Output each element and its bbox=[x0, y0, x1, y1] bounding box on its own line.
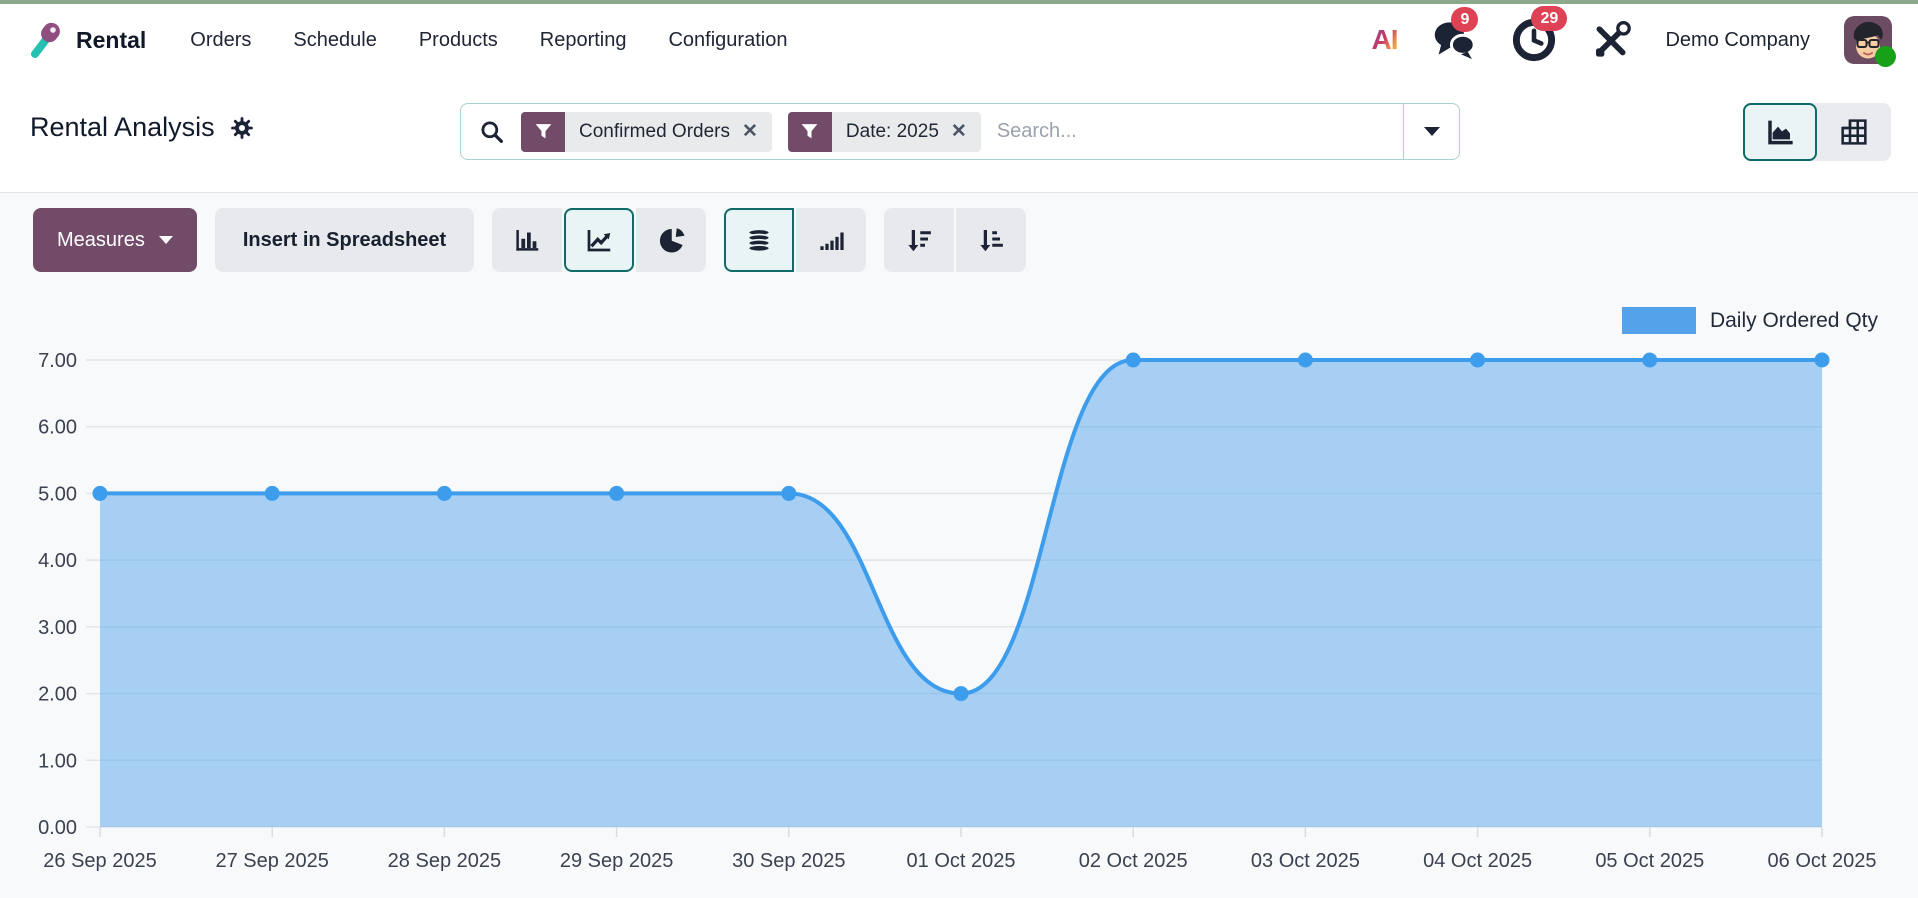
facet-label: Confirmed Orders bbox=[579, 120, 730, 142]
y-axis-label: 6.00 bbox=[38, 417, 77, 439]
graph-options-group bbox=[724, 208, 867, 272]
tools-icon[interactable] bbox=[1591, 20, 1632, 60]
x-axis-label: 02 Oct 2025 bbox=[1079, 850, 1188, 872]
menu-item-products[interactable]: Products bbox=[418, 28, 498, 51]
measures-button[interactable]: Measures bbox=[33, 208, 197, 272]
stacked-button[interactable] bbox=[724, 208, 795, 272]
y-axis-label: 1.00 bbox=[38, 750, 77, 772]
data-point[interactable] bbox=[1814, 352, 1830, 368]
line-chart: 0.00 1.00 2.00 3.00 4.00 5.00 6.00 7.00 26 Sep 2… bbox=[38, 350, 1877, 872]
stacked-icon bbox=[744, 225, 774, 255]
area-chart-icon bbox=[1764, 116, 1796, 148]
rental-key-icon bbox=[26, 21, 64, 59]
search-options-toggle[interactable] bbox=[1403, 104, 1459, 159]
page-title: Rental Analysis bbox=[30, 112, 215, 142]
activities-badge: 29 bbox=[1531, 6, 1568, 32]
pivot-table-icon bbox=[1838, 116, 1870, 148]
filter-facet-confirmed-orders[interactable]: Confirmed Orders ✕ bbox=[521, 111, 772, 152]
sort-ascending-button[interactable] bbox=[956, 208, 1027, 272]
sort-ascending-icon bbox=[976, 225, 1006, 255]
menu-item-schedule[interactable]: Schedule bbox=[293, 28, 377, 51]
data-point[interactable] bbox=[92, 485, 108, 501]
data-point[interactable] bbox=[1125, 352, 1141, 368]
data-point[interactable] bbox=[1642, 352, 1658, 368]
bar-chart-icon bbox=[512, 225, 542, 255]
pie-chart-button[interactable] bbox=[636, 208, 707, 272]
activities-clock-icon[interactable]: 29 bbox=[1511, 6, 1568, 63]
graph-toolbar: Measures Insert in Spreadsheet bbox=[33, 208, 1027, 272]
cumulative-button[interactable] bbox=[796, 208, 867, 272]
y-axis-label: 4.00 bbox=[38, 550, 77, 572]
pie-chart-icon bbox=[656, 225, 686, 255]
data-point[interactable] bbox=[264, 485, 280, 501]
search-icon bbox=[479, 119, 505, 145]
chevron-down-icon bbox=[158, 236, 173, 244]
top-accent-strip bbox=[0, 0, 1918, 4]
view-switcher bbox=[1743, 103, 1891, 161]
view-button-graph[interactable] bbox=[1743, 103, 1817, 161]
main-menu: Orders Schedule Products Reporting Confi… bbox=[190, 29, 787, 52]
app-switcher[interactable]: Rental bbox=[26, 21, 146, 59]
navbar: Rental Orders Schedule Products Reportin… bbox=[0, 4, 1918, 76]
area-fill bbox=[100, 360, 1822, 827]
menu-item-reporting[interactable]: Reporting bbox=[539, 28, 627, 51]
legend-swatch bbox=[1621, 307, 1696, 334]
y-axis-label: 5.00 bbox=[38, 483, 77, 505]
x-axis-label: 30 Sep 2025 bbox=[732, 850, 845, 872]
data-point[interactable] bbox=[1297, 352, 1313, 368]
view-button-pivot[interactable] bbox=[1817, 103, 1891, 161]
legend-label: Daily Ordered Qty bbox=[1709, 308, 1878, 332]
data-point[interactable] bbox=[1470, 352, 1486, 368]
sort-descending-button[interactable] bbox=[884, 208, 955, 272]
data-point[interactable] bbox=[436, 485, 452, 501]
ai-icon[interactable]: AI bbox=[1371, 24, 1398, 55]
online-status-dot bbox=[1875, 46, 1896, 67]
y-axis-label: 0.00 bbox=[38, 817, 77, 839]
x-axis-label: 27 Sep 2025 bbox=[215, 850, 328, 872]
x-axis-label: 03 Oct 2025 bbox=[1251, 850, 1360, 872]
remove-facet-icon[interactable]: ✕ bbox=[950, 121, 967, 142]
user-avatar[interactable] bbox=[1844, 16, 1896, 67]
remove-facet-icon[interactable]: ✕ bbox=[742, 121, 758, 142]
chart-type-group bbox=[492, 208, 707, 272]
app-name: Rental bbox=[76, 26, 147, 53]
x-axis-label: 01 Oct 2025 bbox=[907, 850, 1016, 872]
bar-chart-button[interactable] bbox=[492, 208, 563, 272]
insert-in-spreadsheet-button[interactable]: Insert in Spreadsheet bbox=[214, 208, 475, 272]
x-axis-label: 04 Oct 2025 bbox=[1423, 850, 1532, 872]
line-chart-button[interactable] bbox=[564, 208, 635, 272]
control-panel: Rental Analysis Confirmed Ord bbox=[0, 76, 1918, 193]
search-input[interactable] bbox=[996, 120, 1403, 143]
x-axis-label: 29 Sep 2025 bbox=[560, 850, 673, 872]
messages-badge: 9 bbox=[1451, 7, 1479, 33]
x-axis-label: 26 Sep 2025 bbox=[43, 850, 156, 872]
line-chart-icon bbox=[584, 225, 614, 255]
sort-group bbox=[884, 208, 1027, 272]
y-axis-label: 2.00 bbox=[38, 684, 77, 706]
sort-descending-icon bbox=[904, 225, 934, 255]
x-axis-label: 28 Sep 2025 bbox=[388, 850, 501, 872]
menu-item-orders[interactable]: Orders bbox=[190, 28, 252, 51]
y-axis-label: 7.00 bbox=[38, 350, 77, 372]
search-bar: Confirmed Orders ✕ Date: 2025 ✕ bbox=[460, 103, 1460, 160]
ascending-bars-icon bbox=[816, 225, 846, 255]
filter-icon bbox=[521, 111, 565, 152]
data-point[interactable] bbox=[781, 485, 797, 501]
facet-label: Date: 2025 bbox=[845, 120, 939, 142]
data-point[interactable] bbox=[609, 485, 625, 501]
navbar-systray: AI 9 29 Demo Comp bbox=[1371, 6, 1896, 67]
gear-icon[interactable] bbox=[229, 115, 255, 141]
legend-item[interactable]: Daily Ordered Qty bbox=[1621, 307, 1878, 334]
filter-icon bbox=[787, 111, 832, 152]
chart-area: 0.00 1.00 2.00 3.00 4.00 5.00 6.00 7.00 26 Sep 2… bbox=[0, 233, 1918, 893]
filter-facet-date-2025[interactable]: Date: 2025 ✕ bbox=[787, 111, 981, 152]
y-axis-label: 3.00 bbox=[38, 617, 77, 639]
menu-item-configuration[interactable]: Configuration bbox=[668, 28, 788, 51]
data-point[interactable] bbox=[953, 686, 969, 702]
company-name[interactable]: Demo Company bbox=[1665, 28, 1810, 51]
x-axis-label: 06 Oct 2025 bbox=[1768, 850, 1877, 872]
chevron-down-icon bbox=[1423, 127, 1440, 136]
x-axis-label: 05 Oct 2025 bbox=[1595, 850, 1704, 872]
messages-icon[interactable]: 9 bbox=[1431, 7, 1479, 62]
